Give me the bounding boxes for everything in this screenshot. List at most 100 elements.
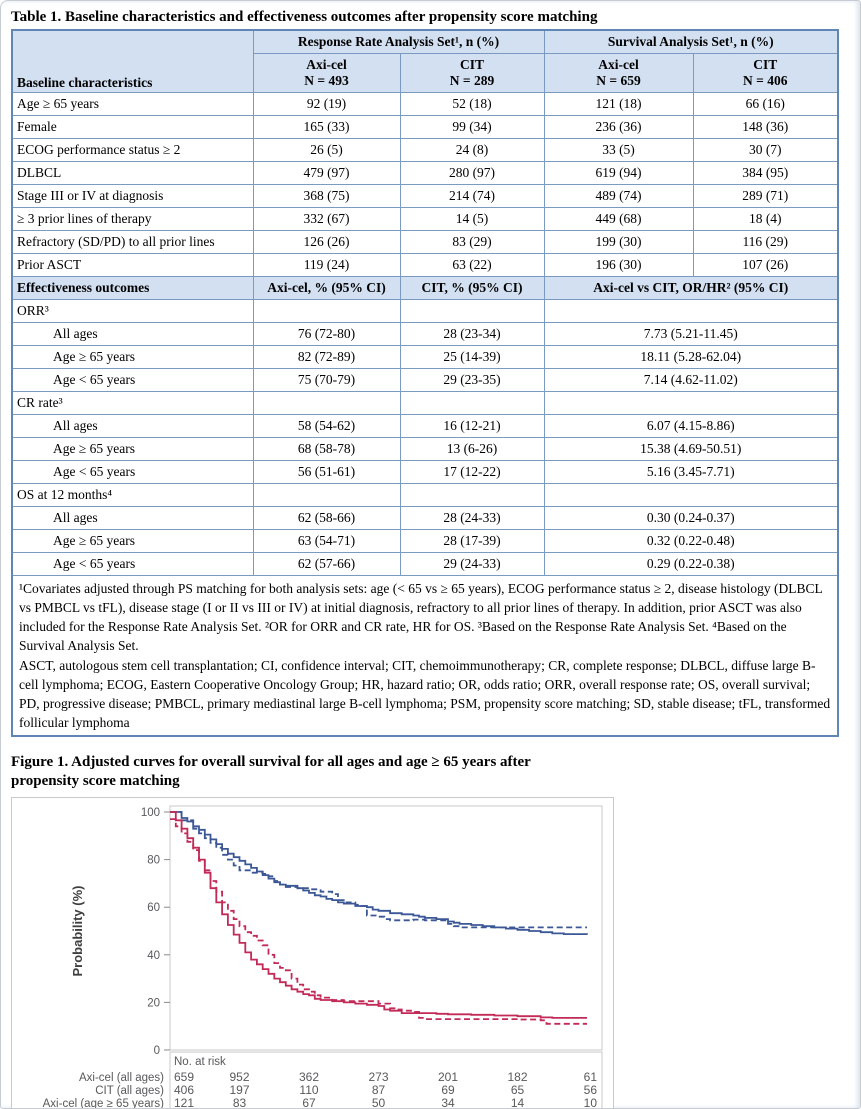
table1-group-header-row: Baseline characteristics Response Rate A… [11, 29, 839, 93]
row-label: All ages [11, 506, 254, 530]
table-row: OS at 12 months⁴ [11, 483, 839, 507]
table-cell: 199 (30) [543, 230, 694, 254]
col-header-n: N = 493 [304, 73, 349, 88]
col-header-n: N = 289 [449, 73, 495, 88]
table-row: Refractory (SD/PD) to all prior lines 126… [11, 230, 839, 254]
table-cell: 13 (6-26) [399, 437, 545, 461]
eff-col-axicel: Axi-cel, % (95% CI) [252, 276, 401, 300]
table-cell: 24 (8) [399, 138, 545, 162]
response-rate-set-header: Response Rate Analysis Set¹, n (%) [252, 29, 545, 54]
table-cell: 619 (94) [543, 161, 694, 185]
table-cell: 29 (23-35) [399, 368, 545, 392]
survival-curve-axi-cel-age-65-years- [170, 810, 587, 929]
footnote-row: ¹Covariates adjusted through PS matching… [11, 575, 839, 737]
no-at-risk-label: No. at risk [174, 1056, 226, 1068]
table-row: All ages 76 (72-80) 28 (23-34) 7.73 (5.21-1… [11, 322, 839, 346]
table-cell [399, 391, 545, 415]
table-cell: 196 (30) [543, 253, 694, 277]
table-cell: 68 (58-78) [252, 437, 401, 461]
risk-value: 56 [584, 1083, 598, 1097]
risk-table-box [169, 1051, 603, 1108]
row-label: ECOG performance status ≥ 2 [11, 138, 254, 162]
risk-value: 67 [302, 1096, 316, 1109]
table-cell: 17 (12-22) [399, 460, 545, 484]
table-row: Age < 65 years 56 (51-61) 17 (12-22) 5.16 (… [11, 460, 839, 484]
col-header-n: N = 406 [743, 73, 788, 88]
baseline-characteristics-header: Baseline characteristics [11, 29, 254, 93]
table-row: All ages 62 (58-66) 28 (24-33) 0.30 (0.24-0… [11, 506, 839, 530]
y-axis-title: Probability (%) [70, 885, 85, 976]
table-row: Age ≥ 65 years 68 (58-78) 13 (6-26) 15.38 (… [11, 437, 839, 461]
table-cell: 28 (23-34) [399, 322, 545, 346]
col-header-axicel-sa: Axi-cel N = 659 [543, 53, 694, 93]
row-label: Age < 65 years [11, 368, 254, 392]
y-tick-label: 20 [147, 997, 160, 1009]
risk-value: 659 [174, 1070, 194, 1084]
risk-row-label: Axi-cel (all ages) [79, 1072, 164, 1084]
table-row: Prior ASCT 119 (24) 63 (22) 196 (30) 107 (26… [11, 253, 839, 277]
risk-value: 273 [368, 1070, 388, 1084]
table-cell: 82 (72-89) [252, 345, 401, 369]
row-label: Stage III or IV at diagnosis [11, 184, 254, 208]
eff-col-cit: CIT, % (95% CI) [399, 276, 545, 300]
table-cell: 236 (36) [543, 115, 694, 139]
row-label: Refractory (SD/PD) to all prior lines [11, 230, 254, 254]
col-header-arm: Axi-cel [306, 57, 347, 72]
risk-value: 201 [438, 1070, 458, 1084]
table-cell: 58 (54-62) [252, 414, 401, 438]
row-label: Age ≥ 65 years [11, 345, 254, 369]
table-cell: 0.30 (0.24-0.37) [543, 506, 839, 530]
y-tick-label: 40 [147, 950, 160, 962]
table-cell: 165 (33) [252, 115, 401, 139]
table-cell: 66 (16) [692, 92, 839, 116]
risk-value: 121 [174, 1096, 194, 1109]
table-row: All ages 58 (54-62) 16 (12-21) 6.07 (4.15-8… [11, 414, 839, 438]
risk-value: 362 [299, 1070, 319, 1084]
table-cell: 6.07 (4.15-8.86) [543, 414, 839, 438]
row-label: Age ≥ 65 years [11, 92, 254, 116]
risk-value: 182 [507, 1070, 527, 1084]
table-row: Age ≥ 65 years 63 (54-71) 28 (17-39) 0.32 (… [11, 529, 839, 553]
row-label: OS at 12 months⁴ [11, 483, 254, 507]
table-row: Female 165 (33) 99 (34) 236 (36) 148 (36) [11, 115, 839, 139]
table-cell: 16 (12-21) [399, 414, 545, 438]
survival-curve-axi-cel-all-ages- [170, 810, 588, 935]
table-cell: 119 (24) [252, 253, 401, 277]
table-cell: 33 (5) [543, 138, 694, 162]
table-cell: 489 (74) [543, 184, 694, 208]
table-cell: 99 (34) [399, 115, 545, 139]
row-label: Age ≥ 65 years [11, 529, 254, 553]
table-cell: 116 (29) [692, 230, 839, 254]
risk-value: 34 [441, 1096, 455, 1109]
row-label: DLBCL [11, 161, 254, 185]
row-label: ≥ 3 prior lines of therapy [11, 207, 254, 231]
table-cell: 18.11 (5.28-62.04) [543, 345, 839, 369]
table1-column-header-row: Axi-cel N = 493 CIT N = 289 Axi-cel N = … [12, 53, 839, 93]
risk-value: 87 [372, 1083, 386, 1097]
table-row: Age ≥ 65 years 82 (72-89) 25 (14-39) 18.11 … [11, 345, 839, 369]
table-cell [543, 391, 839, 415]
risk-value: 10 [584, 1096, 598, 1109]
row-label: ORR³ [11, 299, 254, 323]
col-header-cit-sa: CIT N = 406 [692, 53, 839, 93]
table-cell: 368 (75) [252, 184, 401, 208]
survival-curve-cit-all-ages- [170, 810, 587, 1019]
table-cell: 289 (71) [692, 184, 839, 208]
col-header-axicel-rr: Axi-cel N = 493 [252, 53, 401, 93]
table-cell: 280 (97) [399, 161, 545, 185]
risk-value: 197 [229, 1083, 249, 1097]
table-cell: 7.14 (4.62-11.02) [543, 368, 839, 392]
risk-value: 65 [511, 1083, 525, 1097]
table-cell: 63 (22) [399, 253, 545, 277]
survival-curve-cit-age-65-years- [170, 817, 587, 1025]
row-label: Prior ASCT [11, 253, 254, 277]
table-cell: 332 (67) [252, 207, 401, 231]
table-cell: 92 (19) [252, 92, 401, 116]
col-header-arm: CIT [753, 57, 778, 72]
table-cell [252, 299, 401, 323]
table-cell [543, 299, 839, 323]
row-label: CR rate³ [11, 391, 254, 415]
table-cell: 449 (68) [543, 207, 694, 231]
effectiveness-header-row: Effectiveness outcomes Axi-cel, % (95% C… [11, 276, 839, 300]
table-cell [399, 483, 545, 507]
